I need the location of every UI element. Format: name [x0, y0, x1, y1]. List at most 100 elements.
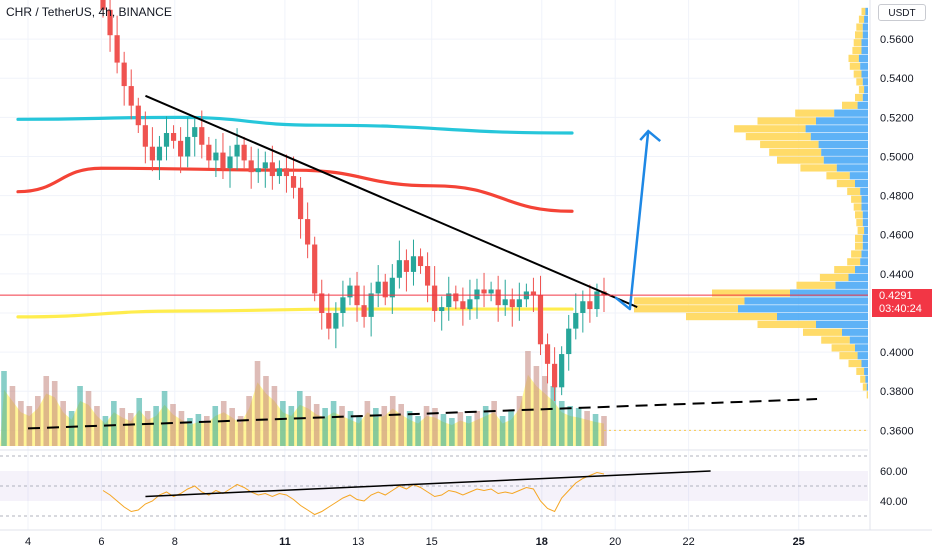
volume-profile-up-bar: [861, 70, 868, 78]
volume-profile-down-bar: [853, 39, 862, 47]
volume-profile-down-bar: [842, 101, 858, 109]
price-tick-label: 0.4800: [880, 191, 914, 203]
volume-bar: [550, 386, 557, 446]
candlestick-series: [100, 0, 607, 402]
time-tick-label: 22: [682, 536, 694, 548]
last-price-badge: 0.4291 03:40:24: [872, 289, 932, 317]
volume-profile-down-bar: [857, 226, 865, 235]
volume-bar: [187, 418, 193, 446]
candle-body: [213, 152, 219, 161]
candle-body: [368, 293, 374, 317]
volume-profile-down-bar: [745, 133, 811, 141]
projection-arrowhead: [639, 129, 662, 143]
volume-profile-up-bar: [818, 140, 868, 149]
price-tick-label: 0.5200: [880, 112, 914, 124]
volume-profile-up-bar: [821, 148, 868, 156]
candle-body: [432, 285, 438, 312]
volume-bar: [567, 406, 573, 446]
volume-bar: [330, 401, 337, 446]
volume-bar: [423, 406, 430, 446]
price-tick-label: 0.3600: [880, 425, 914, 437]
volume-bar: [482, 406, 489, 446]
volume-profile-down-bar: [803, 328, 842, 336]
volume-bar: [35, 396, 41, 446]
volume-bar: [102, 416, 109, 446]
candle-body: [121, 62, 127, 87]
rsi-line: [102, 471, 605, 516]
volume-bar: [356, 416, 362, 446]
candle-body: [100, 0, 106, 10]
volume-profile-up-bar: [864, 86, 868, 94]
descending-trendline: [145, 94, 638, 309]
volume-profile-down-bar: [821, 336, 850, 344]
volume-bar: [18, 401, 24, 446]
volume-bar: [271, 386, 278, 446]
volume-profile-up-bar: [860, 258, 868, 266]
candle-body: [163, 133, 170, 147]
candle-body: [410, 256, 417, 272]
volume-profile-down-bar: [686, 312, 777, 321]
volume-profile-down-bar: [853, 70, 862, 78]
projection-path: [614, 130, 650, 311]
candle-body: [566, 328, 572, 355]
time-tick-label: 11: [279, 536, 291, 548]
candle-body: [227, 156, 233, 169]
price-tick-label: 0.5400: [880, 73, 914, 85]
volume-profile-down-bar: [856, 219, 863, 227]
candle-body: [439, 307, 445, 312]
candle-body: [559, 354, 565, 388]
volume-bar: [212, 406, 219, 446]
candle-body: [319, 293, 325, 313]
volume-bar: [474, 411, 481, 446]
candle-body: [481, 289, 487, 294]
time-tick-label: 20: [609, 536, 621, 548]
price-axis: 0.36000.38000.40000.42000.44000.46000.48…: [869, 0, 914, 530]
candle-body: [544, 344, 551, 364]
volume-profile-down-bar: [847, 187, 861, 196]
volume-profile-up-bar: [849, 172, 868, 180]
candle-body: [248, 160, 254, 173]
price-tick-label: 0.5600: [880, 34, 914, 46]
volume-bar: [457, 412, 464, 446]
volume-bar: [136, 398, 143, 446]
candle-body: [185, 136, 191, 157]
volume-bar: [1, 371, 7, 446]
moving-averages: [16, 115, 574, 319]
volume-bar: [575, 408, 582, 446]
price-tick-label: 0.4400: [880, 269, 914, 281]
candle-body: [206, 144, 212, 161]
volume-profile-down-bar: [836, 179, 855, 188]
volume-bar: [237, 416, 244, 446]
volume-profile-up-bar: [810, 133, 868, 141]
candle-body: [255, 168, 261, 173]
volume-bar: [9, 386, 16, 446]
volume-bar: [313, 404, 320, 446]
candle-body: [580, 301, 586, 313]
volume-profile-down-bar: [796, 281, 836, 289]
volume-bar: [246, 396, 252, 446]
candle-body: [530, 291, 537, 296]
drawn-lines: [27, 94, 818, 430]
volume-bar: [440, 414, 447, 446]
candle-body: [361, 305, 367, 317]
time-tick-label: 13: [352, 536, 364, 548]
currency-unit-button[interactable]: USDT: [878, 4, 926, 21]
volume-profile-down-bar: [734, 125, 806, 133]
candle-body: [135, 105, 141, 126]
volume-profile-down-bar: [852, 46, 862, 55]
volume-profile-up-bar: [835, 281, 868, 289]
volume-profile-up-bar: [857, 101, 868, 109]
volume-profile-down-bar: [851, 195, 862, 203]
last-price-value: 0.4291: [879, 290, 913, 302]
volume-profile-up-bar: [862, 78, 868, 86]
candle-body: [389, 277, 395, 298]
candle-body: [290, 176, 297, 188]
rsi-trendline: [145, 470, 711, 498]
volume-profile-down-bar: [861, 7, 866, 16]
volume-bar: [373, 408, 379, 446]
volume-profile-up-bar: [842, 328, 868, 336]
volume-profile-up-bar: [816, 117, 868, 125]
volume-bar: [229, 408, 235, 446]
volume-profile-up-bar: [862, 219, 868, 227]
